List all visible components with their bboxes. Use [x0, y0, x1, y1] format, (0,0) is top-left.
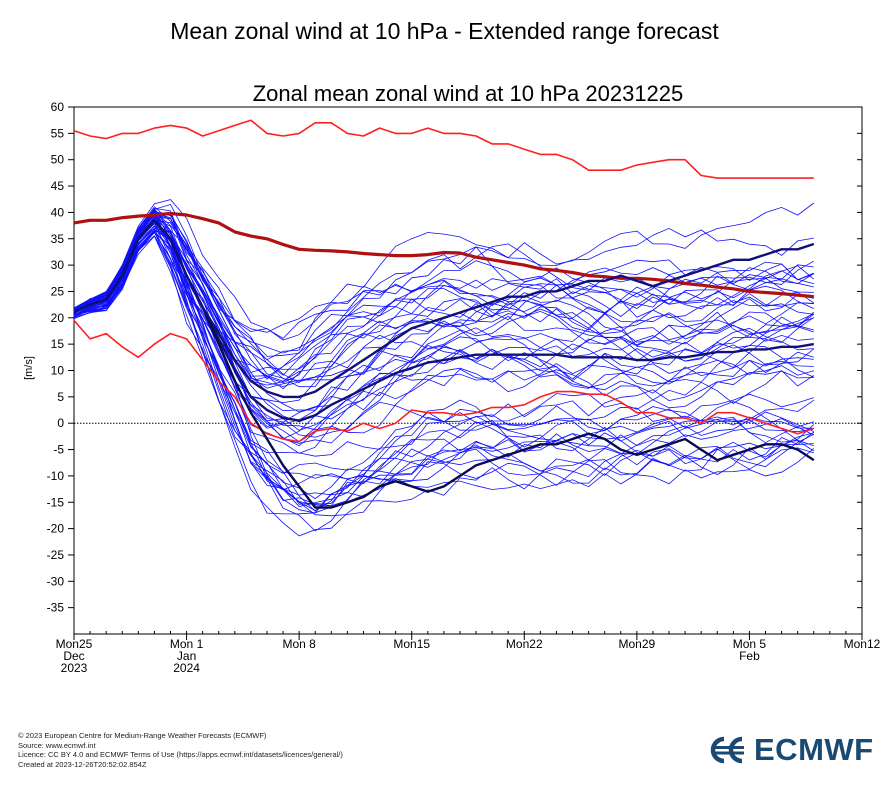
ensemble-member-line — [73, 231, 815, 505]
y-tick-label: -10 — [47, 469, 65, 483]
y-tick-label: -30 — [47, 574, 65, 588]
x-tick-label: Dec — [63, 649, 84, 663]
ensemble-member-line — [73, 220, 814, 423]
x-tick-label: 2024 — [173, 661, 200, 675]
licence-text: Licence: CC BY 4.0 and ECMWF Terms of Us… — [18, 750, 343, 759]
x-tick-label: Mon22 — [506, 637, 543, 651]
y-tick-label: -15 — [47, 495, 65, 509]
ecmwf-logo: ECMWF — [706, 730, 874, 770]
y-tick-label: 0 — [57, 416, 64, 430]
ensemble-member-line — [73, 232, 814, 507]
y-tick-label: -25 — [47, 548, 65, 562]
ensemble-member-line — [73, 225, 814, 447]
series-line-climatological-maximum — [73, 119, 814, 179]
series-layer — [73, 119, 815, 509]
x-tick-label: Mon 1 — [170, 637, 204, 651]
y-tick-label: 60 — [51, 100, 65, 114]
ensemble-member-line — [73, 213, 814, 438]
y-tick-label: 15 — [51, 337, 65, 351]
x-tick-label: 2023 — [61, 661, 88, 675]
y-tick-label: -35 — [47, 601, 65, 615]
copyright-text: © 2023 European Centre for Medium-Range … — [18, 731, 267, 740]
ensemble-member-line — [73, 235, 814, 498]
x-tick-label: Feb — [739, 649, 760, 663]
ensemble-member-line — [73, 212, 815, 443]
axis-labels: 605550454035302520151050-5-10-15-20-25-3… — [47, 100, 881, 675]
x-tick-label: Jan — [177, 649, 196, 663]
x-tick-label: Mon 5 — [733, 637, 767, 651]
y-tick-label: 50 — [51, 153, 65, 167]
x-tick-label: Mon12 — [844, 637, 881, 651]
ensemble-member-line — [73, 231, 815, 505]
ensemble-member-line — [73, 235, 815, 515]
ecmwf-logo-icon — [710, 736, 744, 764]
ecmwf-logo-text: ECMWF — [754, 732, 874, 767]
ensemble-member-line — [73, 230, 814, 514]
y-tick-label: 55 — [51, 126, 65, 140]
x-tick-label: Mon29 — [619, 637, 656, 651]
ensemble-member-line — [73, 225, 814, 511]
chart-title: Zonal mean zonal wind at 10 hPa 20231225 — [253, 81, 684, 106]
ensemble-member-line — [73, 214, 814, 404]
source-text: Source: www.ecmwf.int — [18, 740, 96, 750]
series-line-member-high — [73, 219, 815, 399]
y-tick-label: 45 — [51, 179, 65, 193]
y-tick-label: 40 — [51, 205, 65, 219]
y-tick-label: -5 — [53, 443, 64, 457]
footer: © 2023 European Centre for Medium-Range … — [18, 731, 343, 769]
page-title: Mean zonal wind at 10 hPa - Extended ran… — [170, 18, 719, 44]
ensemble-member-line — [73, 199, 814, 339]
ensemble-member-line — [73, 235, 814, 507]
ensemble-member-line — [73, 223, 815, 454]
ensemble-member-line — [73, 204, 814, 376]
y-tick-label: 5 — [57, 390, 64, 404]
ensemble-member-line — [73, 217, 815, 412]
y-tick-label: 10 — [51, 364, 65, 378]
x-tick-label: Mon15 — [393, 637, 430, 651]
ensemble-member-line — [73, 213, 814, 382]
series-line-climatological-minimum — [73, 319, 815, 443]
y-tick-label: 30 — [51, 258, 65, 272]
ensemble-member-line — [73, 216, 814, 389]
plot-frame — [73, 106, 863, 635]
y-tick-label: 20 — [51, 311, 65, 325]
x-tick-label: Mon 8 — [282, 637, 316, 651]
axis-ticks — [68, 106, 863, 640]
chart: 605550454035302520151050-5-10-15-20-25-3… — [23, 81, 881, 675]
series-line-climatological-mean — [73, 211, 814, 299]
x-tick-label: Mon25 — [56, 637, 93, 651]
ensemble-member-line — [73, 218, 814, 429]
ensemble-member-line — [73, 206, 814, 341]
ensemble-member-line — [73, 207, 814, 357]
ensemble-member-line — [73, 220, 814, 431]
y-tick-label: -20 — [47, 522, 65, 536]
ensemble-member-line — [73, 212, 815, 373]
created-text: Created at 2023-12-26T20:52:02.854Z — [18, 759, 147, 769]
plot-area-border — [73, 106, 863, 635]
y-tick-label: 35 — [51, 232, 65, 246]
y-axis-label: [m/s] — [23, 356, 35, 380]
y-tick-label: 25 — [51, 284, 65, 298]
